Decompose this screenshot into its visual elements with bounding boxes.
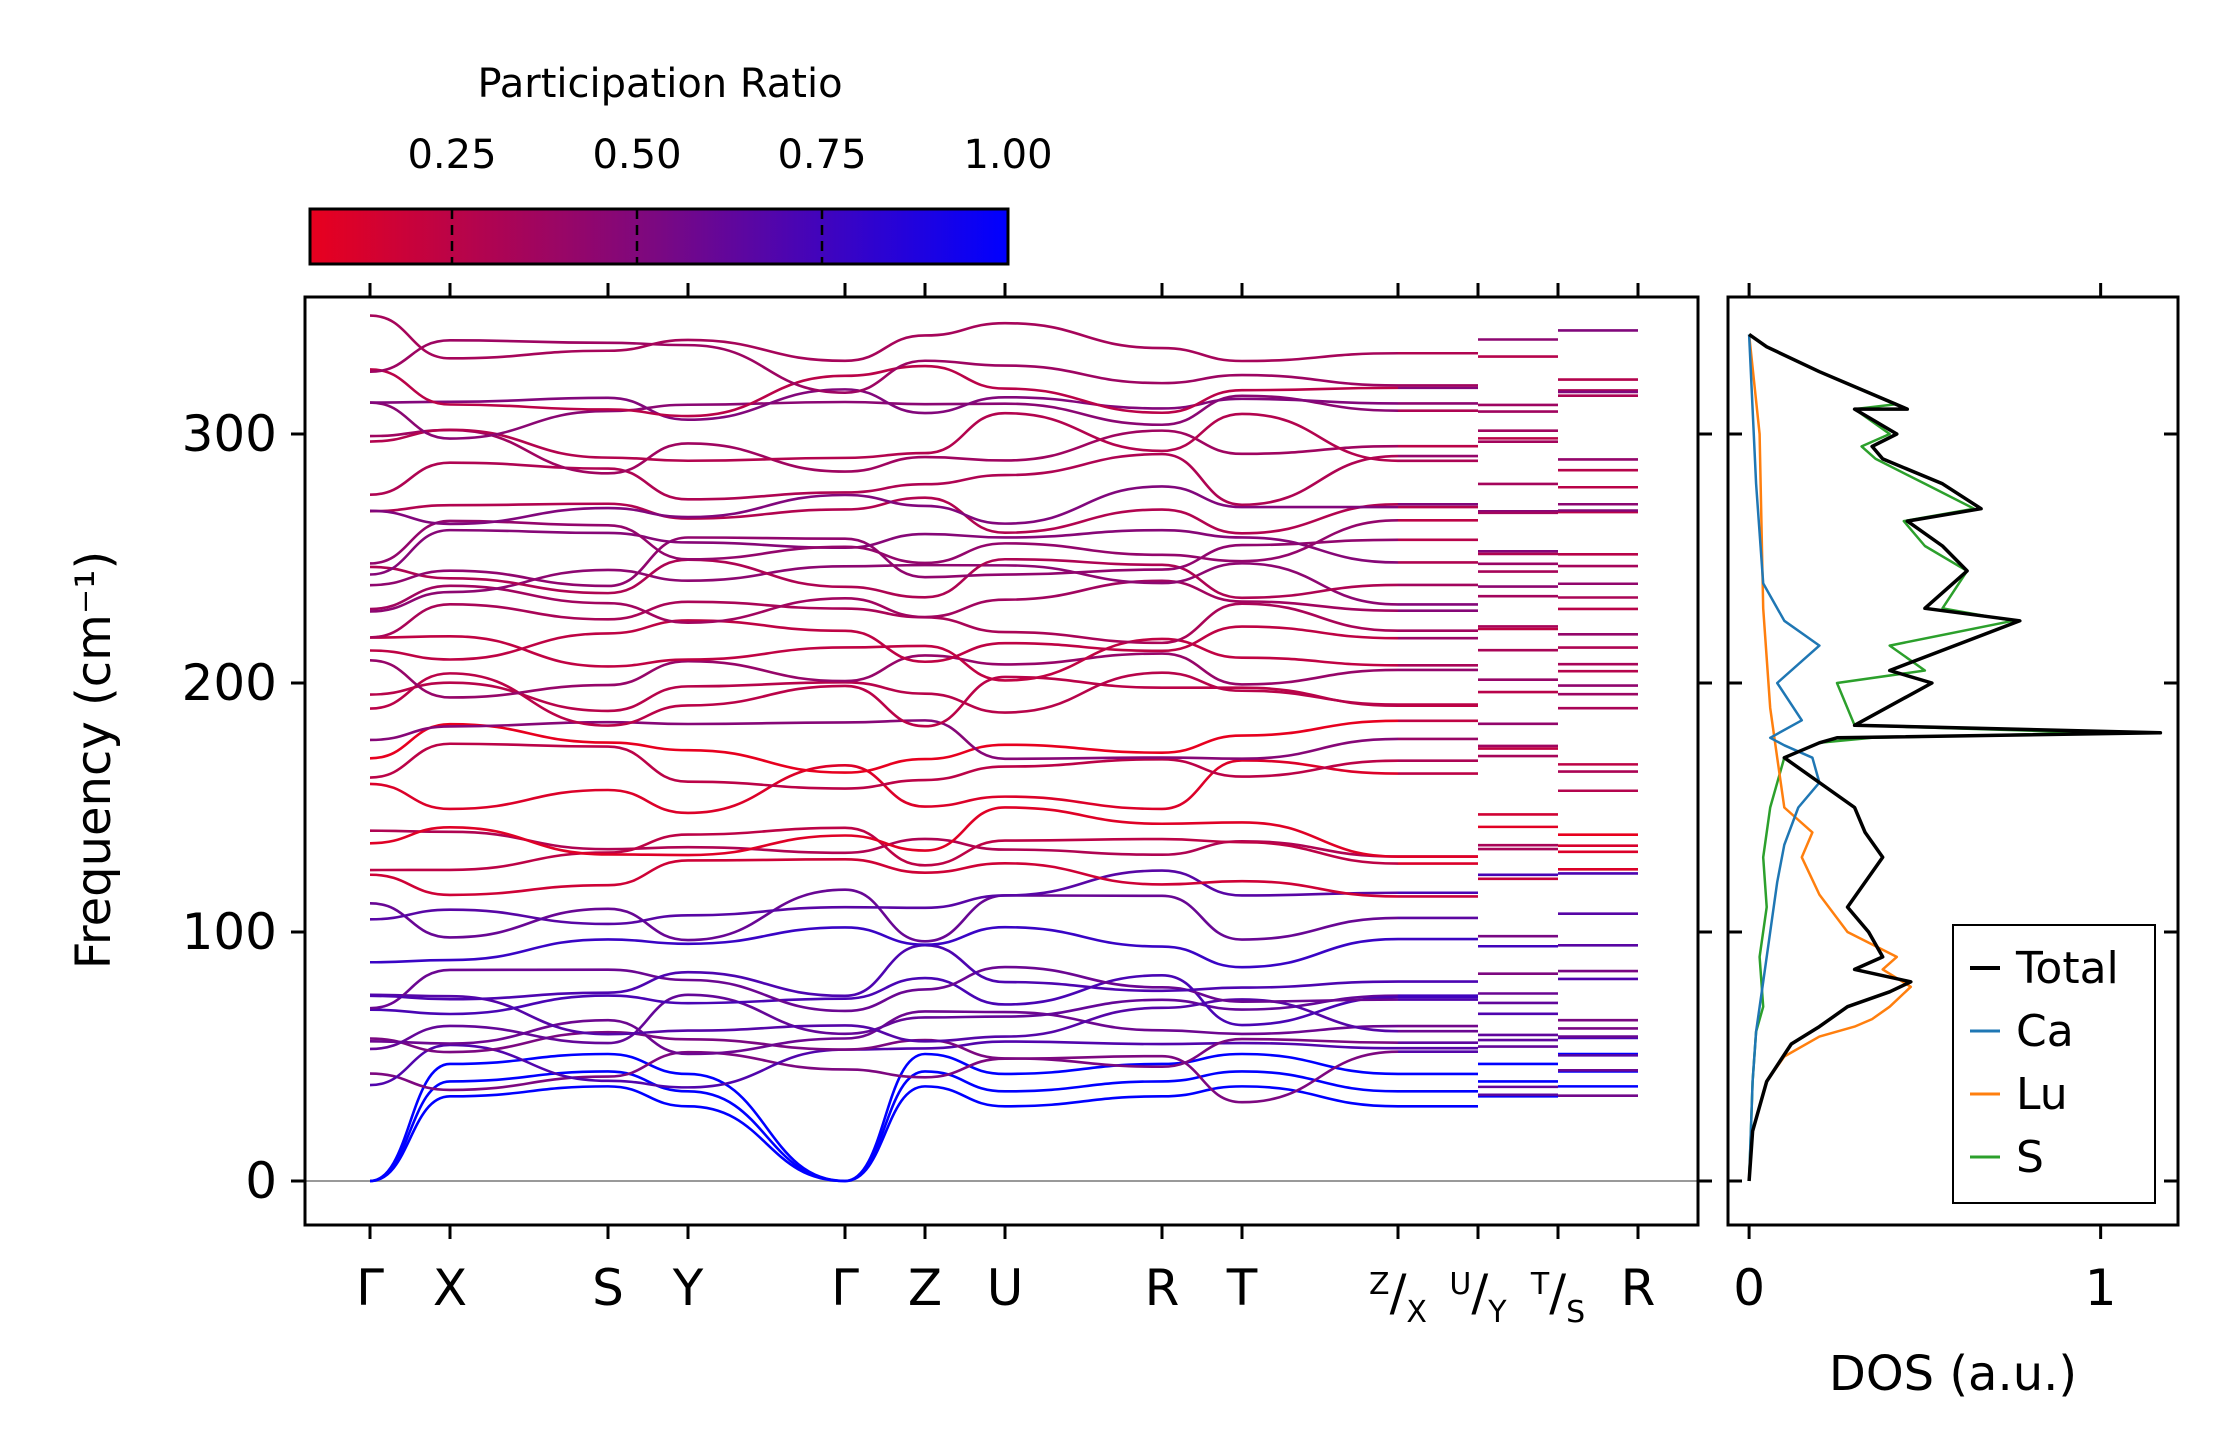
kpoint-label: R [1145, 1259, 1180, 1317]
kpoint-label: X [433, 1259, 467, 1317]
phonon-branch [369, 943, 1399, 1001]
colorbar-tick-label: 0.25 [407, 132, 496, 178]
colorbar: Participation Ratio 0.25 0.50 0.75 1.00 [308, 61, 1053, 266]
colorbar-tick-label: 0.50 [592, 132, 681, 178]
phonon-branch [369, 719, 1399, 774]
phonon-branch [369, 869, 1399, 926]
legend-label: S [2016, 1132, 2044, 1183]
phonon-branch [369, 485, 1399, 526]
y-tick-label: 100 [182, 903, 277, 961]
phonon-branch [369, 528, 1399, 576]
phonon-branch [369, 826, 1399, 872]
phonon-branch [369, 671, 1399, 714]
legend-entry-s: S [1970, 1132, 2044, 1183]
acoustic-branch [369, 1052, 1399, 1183]
phonon-branch [369, 339, 1399, 394]
kpoint-label: U [987, 1259, 1024, 1317]
phonon-branch [369, 388, 1399, 422]
phonon-branch [369, 394, 1399, 440]
kpoint-label: Γ [831, 1259, 859, 1317]
phonon-branch [369, 314, 1399, 363]
acoustic-branch [369, 1070, 1399, 1183]
dos-curves [1747, 332, 2163, 1182]
phonon-branch [369, 858, 1399, 898]
phonon-branch [369, 411, 1399, 463]
phonon-branch [369, 635, 1399, 682]
y-tick-label: 0 [245, 1152, 277, 1210]
phonon-branch [369, 428, 1399, 475]
phonon-branch [369, 452, 1399, 507]
kpoint-label: Y [672, 1259, 704, 1317]
dos-x-tick-label: 1 [2085, 1259, 2117, 1317]
phonon-bands [369, 314, 1638, 1183]
phonon-branch [369, 496, 1399, 535]
phonon-branch [369, 925, 1399, 969]
phonon-branch [369, 1040, 1399, 1089]
phonon-branch [369, 557, 1399, 600]
kpoint-label: T/S [1530, 1264, 1585, 1330]
phonon-branch [369, 1050, 1399, 1104]
dos-x-axis-title: DOS (a.u.) [1829, 1346, 2077, 1402]
acoustic-branch [369, 1085, 1399, 1183]
phonon-branch [369, 759, 1399, 815]
phonon-branch [369, 600, 1399, 645]
dos-axes-frame [1726, 295, 2180, 1227]
y-tick-label: 300 [182, 405, 277, 463]
dos-series-ca [1747, 334, 1821, 1182]
kpoint-label: T [1226, 1259, 1258, 1317]
dos-series-lu [1747, 334, 1913, 1182]
phonon-branch [369, 672, 1399, 728]
dos-series-s [1747, 333, 2102, 1182]
kpoint-label: Γ [356, 1259, 384, 1317]
colorbar-tick-label: 0.75 [777, 132, 866, 178]
kpoint-label: Z/X [1369, 1264, 1427, 1330]
legend-label: Lu [2016, 1069, 2068, 1120]
phonon-branch [369, 1030, 1399, 1069]
phonon-branch [369, 519, 1399, 565]
phonon-branch [369, 652, 1399, 699]
legend-label: Ca [2016, 1006, 2074, 1057]
dos-x-tick-label: 0 [1733, 1259, 1765, 1317]
phonon-branch [369, 364, 1399, 418]
legend-entry-ca: Ca [1970, 1006, 2074, 1057]
y-axis-title: Frequency (cm⁻¹) [66, 551, 122, 969]
phonon-branch [369, 888, 1399, 943]
phonon-branch [369, 579, 1399, 624]
phonon-branch [369, 973, 1399, 1027]
kpoint-label: Z [908, 1259, 942, 1317]
kpoint-label: S [592, 1259, 624, 1317]
y-tick-label: 200 [182, 654, 277, 712]
phonon-branch [369, 993, 1399, 1043]
legend-label: Total [2015, 943, 2119, 994]
dos-series-total [1747, 332, 2163, 1182]
phonon-branch [369, 965, 1399, 1013]
colorbar-gradient [308, 207, 1010, 266]
colorbar-title: Participation Ratio [477, 61, 842, 107]
phonon-branch [369, 742, 1399, 790]
band-axes-frame [303, 295, 1700, 1227]
phonon-branch [369, 806, 1399, 858]
legend-entry-lu: Lu [1970, 1069, 2068, 1120]
legend-entry-total: Total [1970, 943, 2119, 994]
phonon-branch [369, 619, 1399, 664]
colorbar-tick-label: 1.00 [963, 132, 1052, 178]
dos-legend: Total Ca Lu S [1952, 924, 2156, 1204]
kpoint-label: U/Y [1449, 1264, 1507, 1330]
kpoint-label: R [1621, 1259, 1656, 1317]
phonon-branch [369, 719, 1399, 761]
